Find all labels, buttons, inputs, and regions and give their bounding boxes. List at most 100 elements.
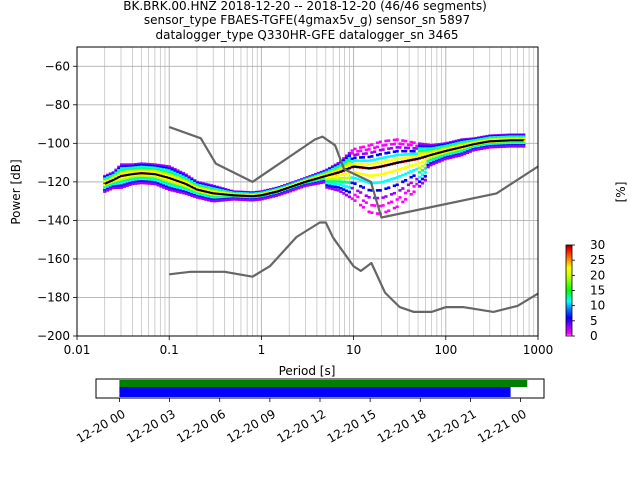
density-cell (165, 179, 169, 183)
density-cell (398, 153, 402, 157)
colorbar-tick-label: 15 (590, 284, 605, 298)
density-cell (120, 165, 124, 168)
timeline-tick-label: 12-20 03 (124, 407, 178, 446)
density-cell (412, 147, 416, 150)
density-cell (344, 156, 349, 160)
density-cell (136, 170, 141, 174)
density-cell (404, 178, 408, 182)
density-cell (136, 162, 141, 166)
x-tick-label: 1000 (523, 343, 554, 357)
colorbar-label: [%] (614, 182, 628, 203)
density-cell (477, 147, 481, 151)
density-cell (173, 180, 177, 184)
density-cell (513, 145, 517, 148)
density-cell (148, 170, 152, 174)
density-cell (181, 176, 186, 180)
density-cell (418, 144, 422, 148)
density-cell (437, 148, 441, 152)
density-cell (159, 181, 163, 185)
density-cell (187, 193, 191, 197)
density-cell (176, 190, 180, 194)
density-cell (361, 206, 366, 209)
density-cell (381, 156, 385, 160)
density-cell (370, 174, 374, 177)
density-cell (434, 144, 439, 148)
density-cell (162, 164, 166, 168)
density-cell (370, 189, 374, 192)
density-cell (114, 170, 118, 173)
density-cell (359, 149, 363, 153)
density-cell (136, 167, 141, 171)
density-cell (170, 187, 174, 190)
density-cell (375, 173, 380, 177)
density-cell (136, 178, 141, 182)
density-cell (283, 191, 287, 195)
density-cell (359, 162, 363, 166)
density-cell (117, 184, 121, 188)
density-cell (350, 197, 354, 200)
y-tick-label: −180 (37, 290, 70, 304)
density-cell (406, 189, 411, 193)
density-cell (249, 198, 253, 202)
density-cell (184, 187, 188, 191)
density-cell (136, 164, 141, 167)
density-cell (274, 194, 278, 198)
density-cell (387, 178, 391, 182)
density-cell (181, 188, 186, 192)
density-cell (384, 155, 388, 159)
density-cell (491, 145, 495, 149)
density-cell (128, 170, 132, 173)
density-cell (412, 152, 416, 156)
density-cell (181, 183, 186, 187)
density-cell (443, 156, 447, 160)
density-cell (437, 155, 441, 159)
density-cell (342, 180, 346, 184)
density-cell (187, 190, 191, 194)
density-cell (412, 155, 416, 159)
density-cell (179, 185, 183, 189)
density-cell (142, 173, 146, 177)
density-cell (207, 198, 211, 202)
density-cell (125, 179, 129, 182)
density-cell (145, 162, 149, 166)
density-cell (333, 174, 337, 178)
density-cell (378, 189, 382, 192)
density-cell (395, 153, 399, 157)
density-cell (159, 185, 163, 188)
density-cell (398, 142, 402, 146)
density-cell (145, 178, 149, 182)
density-cell (406, 153, 411, 156)
density-cell (339, 165, 343, 168)
density-cell (359, 159, 363, 163)
density-cell (117, 172, 121, 176)
density-cell (120, 169, 124, 172)
density-cell (120, 184, 124, 187)
density-cell (190, 194, 194, 197)
timeline-tick-label: 12-20 21 (425, 407, 479, 446)
density-cell (201, 197, 205, 201)
density-cell (387, 186, 391, 190)
density-cell (454, 155, 458, 158)
density-cell (184, 189, 188, 192)
density-cell (342, 163, 346, 166)
density-cell (423, 153, 427, 157)
density-cell (125, 177, 129, 180)
density-cell (136, 181, 141, 185)
density-cell (401, 156, 405, 160)
density-cell (389, 142, 394, 146)
density-cell (412, 185, 416, 188)
density-cell (401, 139, 405, 142)
density-cell (285, 190, 290, 194)
density-cell (457, 154, 461, 158)
density-cell (434, 155, 439, 158)
density-cell (356, 159, 360, 163)
density-cell (344, 161, 349, 164)
density-cell (134, 162, 138, 166)
density-cell (440, 143, 444, 147)
density-cell (150, 171, 155, 174)
density-cell (184, 186, 188, 189)
density-cell (375, 145, 380, 149)
density-cell (167, 171, 172, 174)
density-cell (117, 165, 121, 169)
density-cell (120, 178, 124, 182)
